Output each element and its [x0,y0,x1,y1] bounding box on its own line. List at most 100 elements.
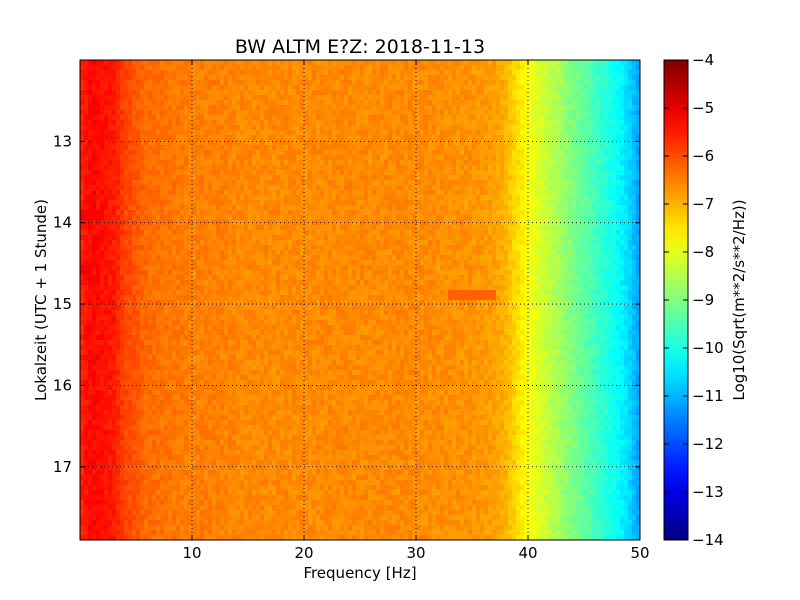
heatmap-cell [360,150,365,156]
heatmap-cell [200,230,205,236]
heatmap-cell [452,95,457,101]
heatmap-cell [292,140,297,146]
heatmap-cell [100,70,105,76]
heatmap-cell [456,110,461,116]
heatmap-cell [500,210,505,216]
heatmap-cell [632,65,637,71]
heatmap-cell [376,100,381,106]
heatmap-cell [532,115,537,121]
heatmap-cell [584,220,589,226]
heatmap-cell [256,85,261,91]
heatmap-cell [364,155,369,161]
heatmap-cell [416,200,421,206]
heatmap-cell [612,70,617,76]
heatmap-cell [372,120,377,126]
heatmap-cell [376,225,381,231]
heatmap-cell [268,70,273,76]
heatmap-cell [576,225,581,231]
heatmap-cell [232,80,237,86]
heatmap-cell [164,65,169,71]
heatmap-cell [400,190,405,196]
heatmap-cell [600,205,605,211]
heatmap-cell [180,145,185,151]
heatmap-cell [176,70,181,76]
heatmap-cell [448,165,453,171]
heatmap-cell [600,175,605,181]
heatmap-cell [88,90,93,96]
heatmap-cell [480,130,485,136]
heatmap-cell [128,95,133,101]
heatmap-cell [152,90,157,96]
heatmap-cell [168,170,173,176]
heatmap-cell [240,70,245,76]
heatmap-cell [96,130,101,136]
heatmap-cell [136,80,141,86]
heatmap-cell [152,130,157,136]
heatmap-cell [248,135,253,141]
heatmap-cell [260,170,265,176]
heatmap-cell [412,155,417,161]
heatmap-cell [380,165,385,171]
heatmap-cell [388,195,393,201]
heatmap-cell [152,215,157,221]
heatmap-cell [208,180,213,186]
heatmap-cell [200,100,205,106]
heatmap-cell [312,220,317,226]
heatmap-cell [328,230,333,236]
heatmap-cell [528,200,533,206]
heatmap-cell [436,215,441,221]
heatmap-cell [276,70,281,76]
heatmap-cell [516,165,521,171]
heatmap-cell [488,185,493,191]
heatmap-cell [128,220,133,226]
heatmap-cell [472,205,477,211]
heatmap-cell [464,170,469,176]
heatmap-cell [484,220,489,226]
heatmap-cell [232,110,237,116]
heatmap-cell [236,95,241,101]
heatmap-cell [220,225,225,231]
heatmap-cell [380,145,385,151]
heatmap-cell [92,205,97,211]
heatmap-cell [456,65,461,71]
heatmap-cell [176,110,181,116]
heatmap-cell [388,210,393,216]
heatmap-cell [312,105,317,111]
heatmap-cell [204,110,209,116]
heatmap-cell [584,195,589,201]
heatmap-cell [552,220,557,226]
heatmap-cell [284,190,289,196]
heatmap-cell [512,85,517,91]
heatmap-cell [332,130,337,136]
heatmap-cell [180,105,185,111]
heatmap-cell [92,220,97,226]
heatmap-cell [304,70,309,76]
heatmap-cell [184,235,189,241]
heatmap-cell [580,95,585,101]
heatmap-cell [516,90,521,96]
heatmap-cell [404,140,409,146]
heatmap-cell [112,220,117,226]
heatmap-cell [572,125,577,131]
heatmap-cell [304,100,309,106]
heatmap-cell [104,150,109,156]
heatmap-cell [104,65,109,71]
heatmap-cell [240,90,245,96]
heatmap-cell [428,190,433,196]
heatmap-cell [144,85,149,91]
heatmap-cell [108,85,113,91]
heatmap-cell [472,200,477,206]
heatmap-cell [88,75,93,81]
heatmap-cell [216,190,221,196]
heatmap-cell [228,185,233,191]
heatmap-cell [412,90,417,96]
heatmap-cell [408,85,413,91]
heatmap-cell [536,80,541,86]
heatmap-cell [548,170,553,176]
heatmap-cell [308,110,313,116]
heatmap-cell [188,220,193,226]
heatmap-cell [476,85,481,91]
heatmap-cell [484,70,489,76]
heatmap-cell [404,235,409,241]
heatmap-cell [136,60,141,66]
